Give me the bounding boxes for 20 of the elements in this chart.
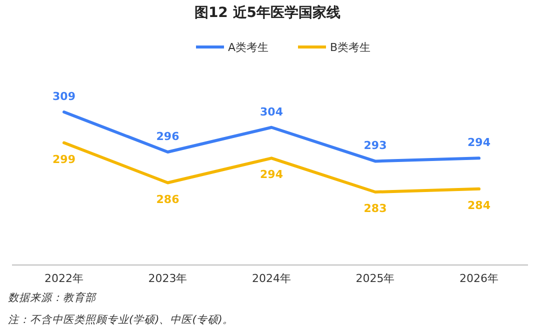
data-label: 294 xyxy=(468,136,491,150)
data-label: 293 xyxy=(364,139,387,152)
data-label: 309 xyxy=(52,90,76,103)
data-label: 284 xyxy=(468,198,491,212)
source-note: 数据来源：教育部 xyxy=(8,291,97,304)
x-tick-label: 2025年 xyxy=(356,272,395,285)
data-label: 299 xyxy=(52,152,76,166)
data-label: 286 xyxy=(156,192,180,206)
data-label: 283 xyxy=(364,202,387,215)
x-tick-label: 2024年 xyxy=(252,272,291,285)
chart-title: 图12 近5年医学国家线 xyxy=(194,4,341,21)
data-label: 296 xyxy=(156,130,180,143)
data-label: 304 xyxy=(260,105,284,118)
legend-label: A类考生 xyxy=(228,41,269,54)
x-tick-label: 2026年 xyxy=(460,272,498,285)
x-tick-label: 2023年 xyxy=(148,272,188,285)
legend-label: B类考生 xyxy=(330,41,371,54)
x-tick-label: 2022年 xyxy=(44,272,84,285)
text: 注：不含中医类照顾专业(学硕)、中医(专硕)。 xyxy=(8,314,234,326)
data-label: 294 xyxy=(260,168,284,182)
